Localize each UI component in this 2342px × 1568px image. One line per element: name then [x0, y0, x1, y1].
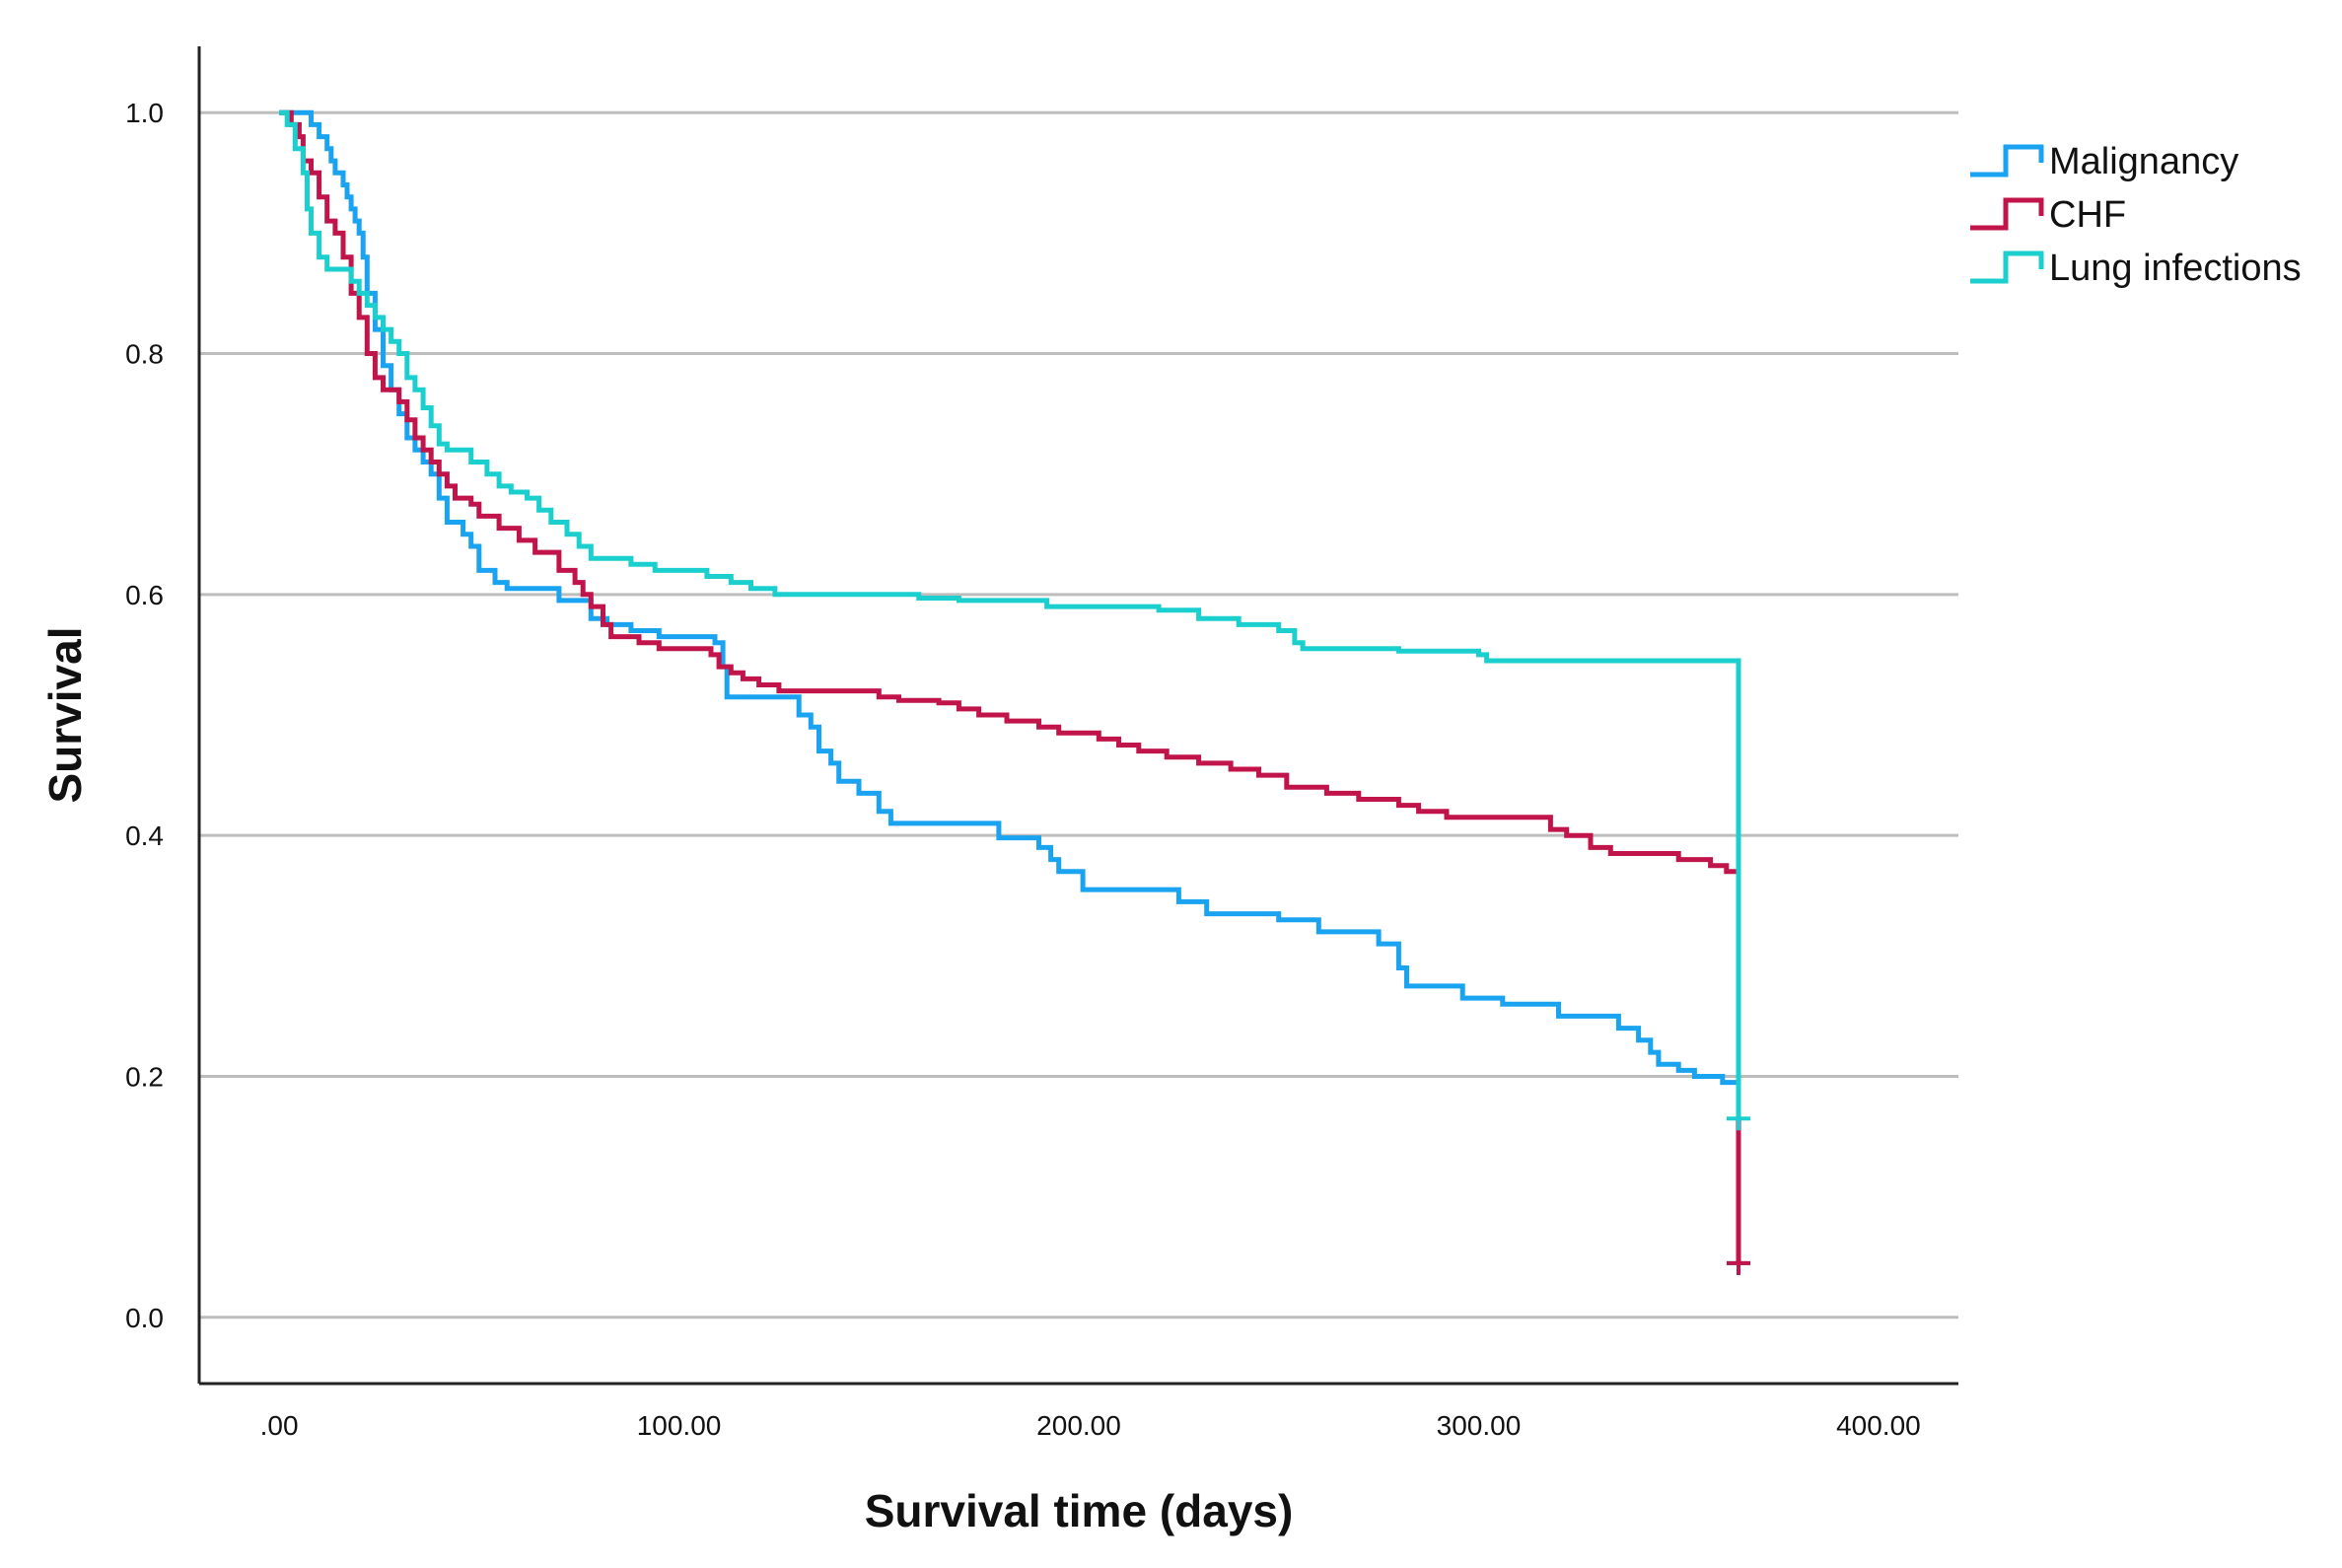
series-line: [279, 109, 1741, 1263]
y-tick-label: 0.2: [125, 1061, 164, 1092]
y-tick-label: 0.0: [125, 1303, 164, 1333]
series-lung-infections: [279, 109, 1750, 1131]
legend-label: Lung infections: [2049, 248, 2302, 289]
y-axis-title: Survival: [39, 627, 91, 804]
legend-item: Lung infections: [1970, 248, 2302, 289]
x-tick-label: .00: [260, 1410, 299, 1441]
y-tick-label: 0.4: [125, 820, 164, 851]
legend-swatch: [1970, 197, 2044, 231]
series-line: [279, 109, 1741, 1119]
x-tick-label: 300.00: [1437, 1410, 1522, 1441]
censor-mark: [1727, 1250, 1750, 1275]
y-tick-label: 0.6: [125, 580, 164, 610]
x-tick-label: 400.00: [1836, 1410, 1921, 1441]
series-line: [279, 109, 1741, 1263]
series-layer: [279, 109, 1750, 1275]
legend-label: CHF: [2049, 194, 2126, 236]
legend-label: Malignancy: [2049, 141, 2238, 182]
y-tick-label: 0.8: [125, 339, 164, 370]
tick-layer: 0.0 0.2 0.4 0.6 0.8 1.0 .00 100.00 200.00 300.00 4…: [125, 98, 1921, 1441]
legend-swatch: [1970, 144, 2044, 178]
legend: Malignancy CHF Lung infections: [1970, 141, 2302, 289]
x-tick-label: 200.00: [1036, 1410, 1121, 1441]
x-axis-title: Survival time (days): [865, 1485, 1294, 1536]
legend-item: CHF: [1970, 194, 2126, 236]
grid-layer: [199, 110, 1958, 1319]
series-chf: [279, 109, 1750, 1275]
x-tick-label: 100.00: [637, 1410, 722, 1441]
series-malignancy: [279, 109, 1750, 1275]
axes-layer: [197, 46, 1958, 1386]
censor-mark: [1727, 1106, 1750, 1131]
legend-swatch: [1970, 250, 2044, 284]
legend-item: Malignancy: [1970, 141, 2238, 182]
y-tick-label: 1.0: [125, 98, 164, 128]
